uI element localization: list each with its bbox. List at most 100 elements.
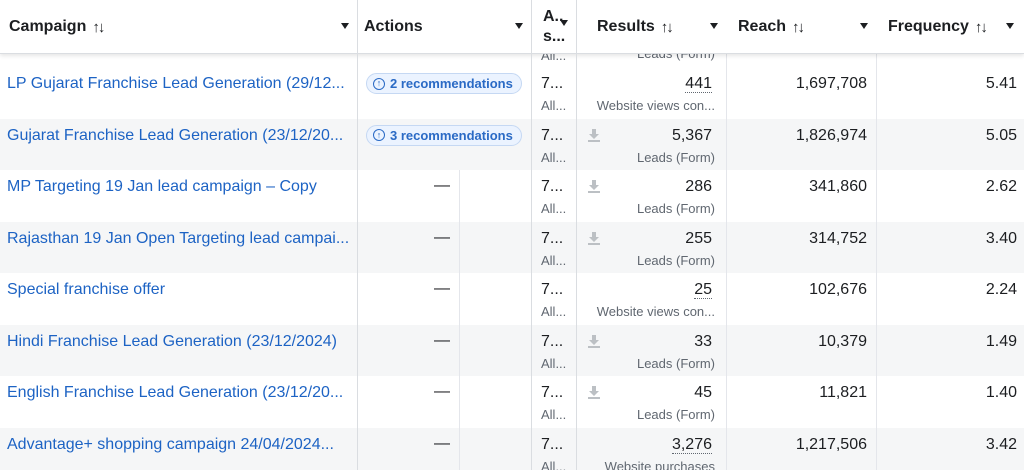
table-row[interactable]: MP Targeting 19 Jan lead campaign – Copy… xyxy=(0,170,1024,222)
actions-empty: — xyxy=(434,331,450,349)
results-value[interactable]: 441 xyxy=(685,75,712,93)
column-header-frequency[interactable]: Frequency ↑↓ xyxy=(877,0,1024,54)
recommendations-label: 3 recommendations xyxy=(390,127,513,143)
campaign-name-link[interactable]: Gujarat Franchise Lead Generation (23/12… xyxy=(7,126,344,144)
table-row[interactable]: Special franchise offer — 7... All... 25… xyxy=(0,273,1024,325)
reach-value: 1,826,974 xyxy=(795,126,867,144)
results-type: Website views con... xyxy=(596,98,715,113)
actions-empty: — xyxy=(434,434,450,452)
column-title-reach: Reach xyxy=(738,18,787,35)
attribution-setting: All... xyxy=(541,355,567,371)
attribution-value: 7... xyxy=(541,75,564,92)
frequency-value: 5.41 xyxy=(985,75,1017,92)
download-icon[interactable] xyxy=(588,334,600,348)
frequency-value: 3.42 xyxy=(985,435,1017,453)
reach-value: 314,752 xyxy=(809,229,867,247)
results-type: Leads (Form) xyxy=(636,201,715,216)
column-menu-chevron-icon[interactable] xyxy=(710,23,718,29)
column-header-attribution[interactable]: A.. s... xyxy=(532,0,576,54)
results-type: Leads (Form) xyxy=(636,355,715,371)
attribution-value: 7... xyxy=(541,332,564,350)
column-menu-chevron-icon[interactable] xyxy=(860,23,868,29)
results-type: Website views con... xyxy=(596,304,715,319)
column-title-results: Results xyxy=(597,18,655,35)
results-value: 286 xyxy=(685,178,712,195)
actions-empty: — xyxy=(434,228,450,246)
attribution-setting: All... xyxy=(541,149,567,165)
campaign-name-link[interactable]: English Franchise Lead Generation (23/12… xyxy=(7,384,344,401)
column-title-frequency: Frequency xyxy=(888,18,969,35)
column-menu-chevron-icon[interactable] xyxy=(515,23,523,29)
actions-empty: — xyxy=(434,383,450,400)
campaign-name-link[interactable]: Hindi Franchise Lead Generation (23/12/2… xyxy=(7,332,337,350)
attribution-setting: All... xyxy=(541,201,567,216)
reach-value: 1,697,708 xyxy=(795,75,867,92)
table-header: Campaign ↑↓ Actions A.. s... Results ↑↓ … xyxy=(0,0,1024,54)
attribution-value: 7... xyxy=(541,384,564,401)
campaign-name-link[interactable]: Rajasthan 19 Jan Open Targeting lead cam… xyxy=(7,229,350,247)
reach-value: 11,821 xyxy=(819,384,867,401)
arrow-up-circle-icon: ↑ xyxy=(373,129,385,141)
column-menu-chevron-icon[interactable] xyxy=(560,20,568,26)
campaign-name-link[interactable]: MP Targeting 19 Jan lead campaign – Copy xyxy=(7,178,317,195)
column-header-actions[interactable]: Actions xyxy=(358,0,531,54)
frequency-value: 2.62 xyxy=(985,178,1017,195)
attribution-value: 7... xyxy=(541,435,564,453)
column-header-reach[interactable]: Reach ↑↓ xyxy=(727,0,876,54)
results-type: Leads (Form) xyxy=(636,149,715,165)
table-row[interactable]: English Franchise Lead Generation (23/12… xyxy=(0,376,1024,428)
sort-icon[interactable]: ↑↓ xyxy=(660,18,674,36)
actions-empty: — xyxy=(434,280,450,297)
column-divider[interactable] xyxy=(357,0,358,470)
frequency-value: 1.49 xyxy=(985,332,1017,350)
campaign-name-link[interactable]: Advantage+ shopping campaign 24/04/2024.… xyxy=(7,435,334,453)
results-value: 45 xyxy=(694,384,712,401)
arrow-up-circle-icon: ↑ xyxy=(373,77,385,90)
recommendations-badge[interactable]: ↑ 2 recommendations xyxy=(366,73,522,94)
table-row[interactable]: Rajasthan 19 Jan Open Targeting lead cam… xyxy=(0,221,1024,273)
table-row[interactable]: LP Gujarat Franchise Lead Generation (29… xyxy=(0,67,1024,119)
download-icon[interactable] xyxy=(588,128,600,142)
attribution-setting: All... xyxy=(541,407,567,422)
results-value: 5,367 xyxy=(671,126,712,144)
column-divider[interactable] xyxy=(726,0,727,470)
table-row[interactable]: Hindi Franchise Lead Generation (23/12/2… xyxy=(0,324,1024,376)
results-value[interactable]: 25 xyxy=(694,281,712,299)
attribution-setting: All... xyxy=(541,458,567,470)
column-title-campaign: Campaign xyxy=(9,18,87,35)
column-menu-chevron-icon[interactable] xyxy=(341,23,349,29)
table-row[interactable]: Gujarat Franchise Lead Generation (23/12… xyxy=(0,118,1024,170)
campaign-name-link[interactable]: LP Gujarat Franchise Lead Generation (29… xyxy=(7,75,345,92)
sort-icon[interactable]: ↑↓ xyxy=(92,18,105,36)
recommendations-badge[interactable]: ↑ 3 recommendations xyxy=(366,124,522,146)
reach-value: 10,379 xyxy=(818,332,867,350)
results-type: Website purchases xyxy=(604,458,715,470)
column-divider[interactable] xyxy=(876,0,877,470)
column-header-results[interactable]: Results ↑↓ xyxy=(577,0,726,54)
download-icon[interactable] xyxy=(588,386,600,399)
column-divider[interactable] xyxy=(576,0,577,470)
attribution-setting: All... xyxy=(541,98,567,113)
column-divider[interactable] xyxy=(531,0,532,470)
download-icon[interactable] xyxy=(588,180,600,193)
results-value: 255 xyxy=(685,229,712,247)
campaign-name-link[interactable]: Special franchise offer xyxy=(7,281,166,298)
results-value: 33 xyxy=(694,332,712,350)
column-title-attribution-bottom: s... xyxy=(543,28,566,45)
column-menu-chevron-icon[interactable] xyxy=(1006,23,1014,29)
results-type: Leads (Form) xyxy=(636,252,715,268)
frequency-value: 5.05 xyxy=(985,126,1017,144)
sort-icon[interactable]: ↑↓ xyxy=(792,18,805,36)
recommendations-label: 2 recommendations xyxy=(390,76,513,91)
table-row[interactable]: Advantage+ shopping campaign 24/04/2024.… xyxy=(0,427,1024,470)
frequency-value: 1.40 xyxy=(985,384,1017,401)
download-icon[interactable] xyxy=(588,231,600,245)
frequency-value: 3.40 xyxy=(985,229,1017,247)
results-value[interactable]: 3,276 xyxy=(671,435,712,454)
sort-icon[interactable]: ↑↓ xyxy=(974,18,988,36)
attribution-value: 7... xyxy=(541,126,564,144)
column-title-attribution-top: A.. xyxy=(543,8,564,25)
column-header-campaign[interactable]: Campaign ↑↓ xyxy=(0,0,357,54)
reach-value: 1,217,506 xyxy=(795,435,867,453)
